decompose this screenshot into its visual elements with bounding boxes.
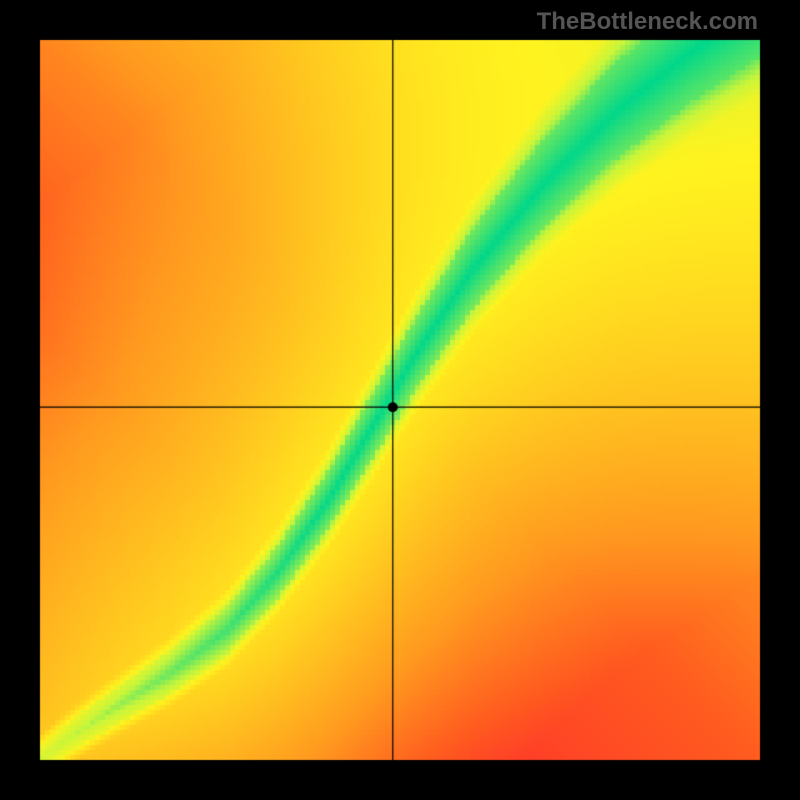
watermark-text: TheBottleneck.com bbox=[537, 8, 758, 36]
chart-container: TheBottleneck.com bbox=[0, 0, 800, 800]
heatmap-chart bbox=[0, 0, 800, 800]
